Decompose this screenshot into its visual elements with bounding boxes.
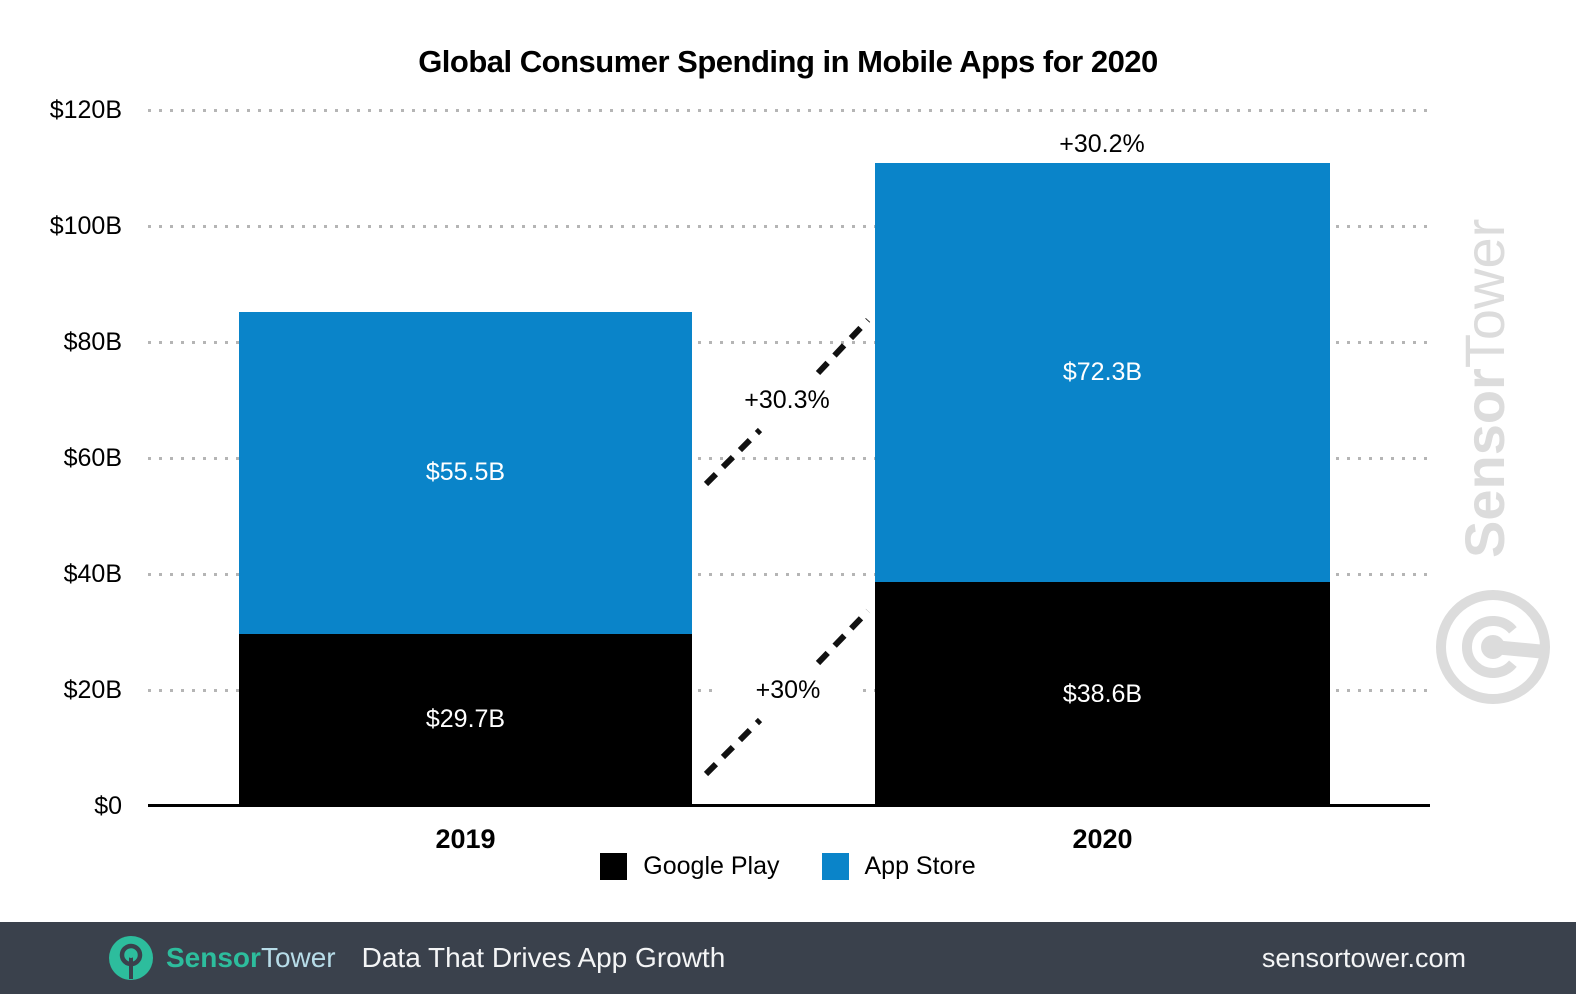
y-tick-label: $100B xyxy=(49,212,122,240)
gridline xyxy=(148,573,1430,576)
bar-value-label: $29.7B xyxy=(425,705,506,734)
bar-value-label: $38.6B xyxy=(1062,679,1143,708)
legend: Google Play App Store xyxy=(0,852,1576,881)
gridline xyxy=(148,109,1430,112)
watermark-logo-icon xyxy=(1436,590,1550,704)
annotation-app-store-growth: +30.3% xyxy=(712,384,862,417)
x-label-2019: 2019 xyxy=(435,824,496,854)
y-tick-label: $0 xyxy=(94,792,122,820)
legend-label-google-play: Google Play xyxy=(643,852,780,880)
bar-2020-google-play-segment: $38.6B xyxy=(875,582,1330,806)
footer-url: sensortower.com xyxy=(1261,942,1466,973)
x-label-2020: 2020 xyxy=(1072,824,1133,854)
legend-swatch-app-store xyxy=(821,853,849,880)
gridline xyxy=(148,341,1430,344)
y-tick-label: $20B xyxy=(63,676,122,704)
y-tick-label: $40B xyxy=(63,560,122,588)
bar-2019-google-play-segment: $29.7B xyxy=(239,633,692,806)
sensortower-logo-icon xyxy=(109,936,153,980)
footer-brand: SensorTower xyxy=(166,942,336,973)
footer-bar: SensorTower Data That Drives App Growth … xyxy=(0,922,1576,994)
gridline xyxy=(148,457,1430,460)
x-axis-line xyxy=(148,804,1430,807)
annotation-total-growth: +30.2% xyxy=(1059,130,1145,158)
chart-title: Global Consumer Spending in Mobile Apps … xyxy=(418,44,1158,79)
y-tick-label: $120B xyxy=(49,96,122,124)
legend-label-app-store: App Store xyxy=(864,852,976,880)
bar-2020-app-store-segment: $72.3B xyxy=(875,162,1330,583)
bar-value-label: $55.5B xyxy=(425,458,506,487)
annotation-google-play-growth: +30% xyxy=(716,674,860,707)
y-tick-label: $80B xyxy=(63,328,122,356)
bar-2019-app-store-segment: $55.5B xyxy=(239,311,692,634)
legend-swatch-google-play xyxy=(600,853,628,880)
y-tick-label: $60B xyxy=(63,444,122,472)
footer-tagline: Data That Drives App Growth xyxy=(361,942,726,973)
bar-value-label: $72.3B xyxy=(1062,357,1143,386)
gridline xyxy=(148,225,1430,228)
